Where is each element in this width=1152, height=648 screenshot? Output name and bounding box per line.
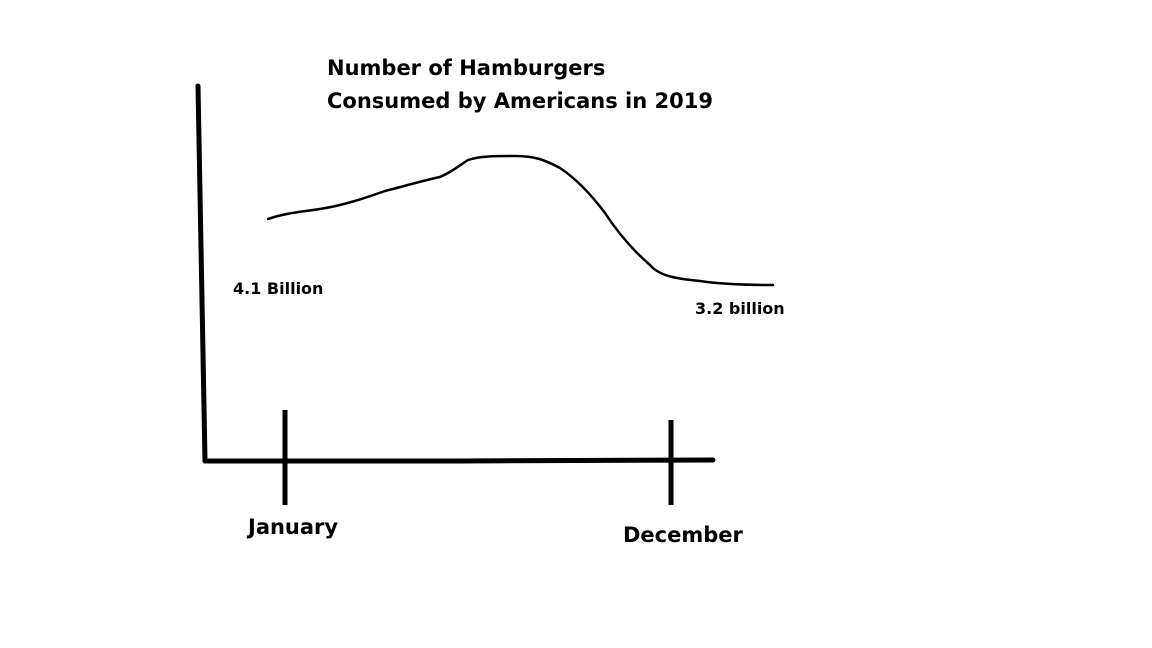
series-line — [266, 154, 775, 287]
x-tick-label-december: December — [623, 523, 744, 547]
chart-title-line-1: Number of Hamburgers — [327, 56, 605, 80]
y-axis — [195, 83, 208, 464]
data-label-start: 4.1 Billion — [233, 279, 323, 298]
data-label-end: 3.2 billion — [695, 299, 785, 318]
x-tick-label-january: January — [246, 515, 338, 539]
chart-title-line-2: Consumed by Americans in 2019 — [327, 89, 713, 113]
x-axis — [202, 457, 716, 464]
